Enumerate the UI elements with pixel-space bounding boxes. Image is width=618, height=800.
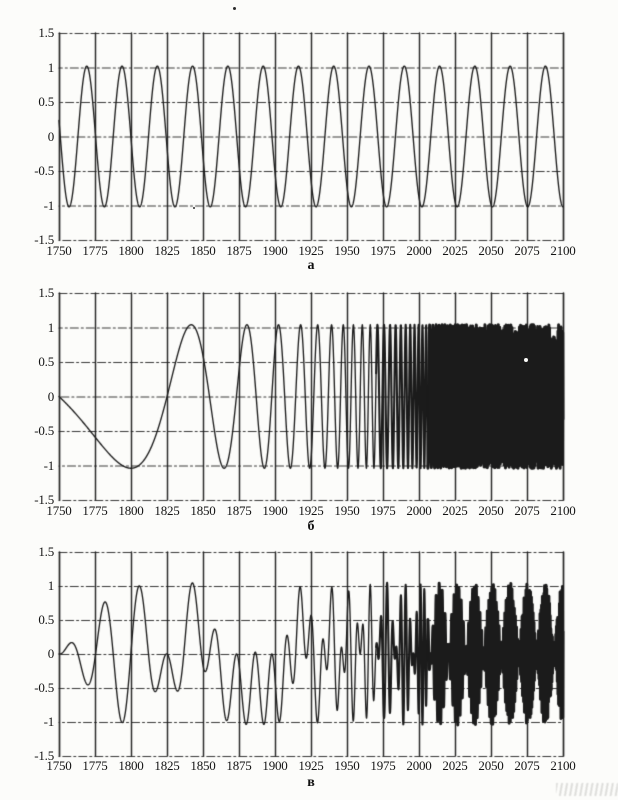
y-tick-label: 0.5 xyxy=(38,94,54,109)
x-tick-label: 1750 xyxy=(46,503,72,518)
chart-b-caption: б xyxy=(307,519,315,534)
y-tick-label: 1.5 xyxy=(38,25,54,40)
x-tick-label: 1975 xyxy=(370,503,396,518)
x-tick-label: 1875 xyxy=(226,243,252,258)
y-tick-label: -0.5 xyxy=(34,163,54,178)
x-tick-label: 1900 xyxy=(262,243,288,258)
x-tick-label: 1750 xyxy=(46,243,72,258)
x-tick-label: 1875 xyxy=(226,758,252,773)
y-tick-label: 0.5 xyxy=(38,354,54,369)
scan-speck xyxy=(193,207,195,209)
y-tick-label: -1 xyxy=(43,197,55,213)
x-tick-label: 1950 xyxy=(334,243,360,258)
x-tick-label: 1800 xyxy=(118,758,144,773)
x-tick-label: 2075 xyxy=(514,758,540,773)
x-tick-label: 1950 xyxy=(334,503,360,518)
y-tick-label: -1.5 xyxy=(34,748,54,763)
x-tick-label: 2075 xyxy=(514,503,540,518)
y-tick-label: 0 xyxy=(47,128,55,144)
x-tick-label: 2025 xyxy=(442,243,468,258)
x-tick-label: 1800 xyxy=(118,503,144,518)
y-tick-label: 1.5 xyxy=(38,285,54,300)
x-tick-label: 1825 xyxy=(154,243,180,258)
x-tick-label: 1975 xyxy=(370,243,396,258)
chart-b-plot-canvas xyxy=(56,290,566,503)
x-tick-label: 2050 xyxy=(478,243,504,258)
x-tick-label: 1825 xyxy=(154,503,180,518)
scan-smudge xyxy=(556,783,618,796)
y-tick-label: -1 xyxy=(43,714,55,729)
x-tick-label: 2100 xyxy=(550,758,576,773)
y-tick-label: 0.5 xyxy=(38,612,54,627)
x-tick-label: 1900 xyxy=(262,758,288,773)
x-tick-label: 2100 xyxy=(550,243,576,258)
x-tick-label: 1925 xyxy=(298,243,324,258)
x-tick-label: 1850 xyxy=(190,243,216,258)
y-tick-label: 1.5 xyxy=(38,544,54,559)
y-tick-label: 1 xyxy=(47,578,55,593)
x-tick-label: 2050 xyxy=(478,758,504,773)
x-tick-label: 2025 xyxy=(442,503,468,518)
x-tick-label: 1925 xyxy=(298,758,324,773)
y-tick-label: 0 xyxy=(47,646,55,661)
x-tick-label: 1800 xyxy=(118,243,144,258)
x-tick-label: 1900 xyxy=(262,503,288,518)
chart-v-plot-canvas xyxy=(56,549,566,759)
scan-white-speck xyxy=(524,358,528,362)
x-tick-label: 2000 xyxy=(406,243,432,258)
x-tick-label: 2075 xyxy=(514,243,540,258)
y-tick-label: -0.5 xyxy=(34,423,54,438)
y-tick-label: -0.5 xyxy=(34,680,54,695)
x-tick-label: 1975 xyxy=(370,758,396,773)
y-tick-label: 0 xyxy=(47,388,55,404)
x-tick-label: 1775 xyxy=(82,243,108,258)
y-tick-label: -1.5 xyxy=(34,492,54,507)
y-tick-label: -1.5 xyxy=(34,232,54,247)
x-tick-label: 2000 xyxy=(406,758,432,773)
chart-v-caption: в xyxy=(307,775,315,790)
scan-speck xyxy=(233,7,236,10)
x-tick-label: 2100 xyxy=(550,503,576,518)
y-tick-label: 1 xyxy=(47,319,55,335)
x-tick-label: 1825 xyxy=(154,758,180,773)
x-tick-label: 2025 xyxy=(442,758,468,773)
x-tick-label: 1950 xyxy=(334,758,360,773)
y-tick-label: 1 xyxy=(47,59,55,75)
x-tick-label: 1850 xyxy=(190,758,216,773)
x-tick-label: 1925 xyxy=(298,503,324,518)
y-tick-label: -1 xyxy=(43,457,55,473)
x-tick-label: 1775 xyxy=(82,503,108,518)
x-tick-label: 1750 xyxy=(46,758,72,773)
chart-a-plot-canvas xyxy=(56,30,566,243)
chart-a-caption: а xyxy=(307,258,315,273)
x-tick-label: 1850 xyxy=(190,503,216,518)
x-tick-label: 1875 xyxy=(226,503,252,518)
x-tick-label: 2000 xyxy=(406,503,432,518)
x-tick-label: 1775 xyxy=(82,758,108,773)
x-tick-label: 2050 xyxy=(478,503,504,518)
